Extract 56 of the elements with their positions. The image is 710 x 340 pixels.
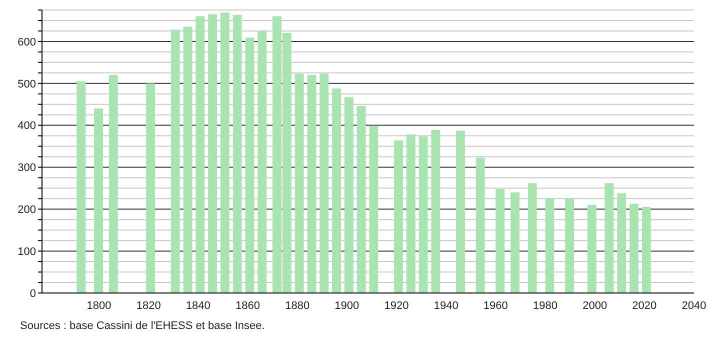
x-tick-label: 1820 [136, 300, 161, 312]
bar [642, 207, 651, 293]
x-tick-label: 2000 [582, 300, 608, 312]
bar [208, 14, 218, 293]
bar [394, 140, 403, 293]
bar [332, 88, 341, 293]
x-tick-label: 1980 [533, 300, 558, 312]
x-tick-label: 1960 [483, 300, 508, 312]
x-tick-label: 2040 [682, 300, 706, 312]
bar [183, 26, 192, 293]
bar [587, 204, 596, 293]
bar [245, 38, 254, 293]
bar [369, 126, 378, 293]
bar [146, 83, 156, 293]
bar [456, 130, 465, 293]
y-tick-label: 300 [18, 162, 36, 174]
y-tick-label: 0 [30, 288, 36, 300]
bar [510, 192, 520, 293]
bar [528, 183, 537, 293]
x-tick-label: 1840 [186, 300, 210, 312]
bar [294, 74, 304, 293]
bar [630, 204, 638, 293]
bar [565, 198, 574, 293]
bar [220, 12, 230, 293]
bar [76, 81, 86, 293]
bar [476, 158, 485, 293]
bar [307, 74, 316, 293]
bar [232, 15, 242, 293]
y-tick-label: 100 [18, 246, 36, 258]
y-tick-label: 500 [18, 78, 36, 90]
bar [356, 106, 366, 293]
x-tick-label: 2020 [632, 300, 657, 312]
bar [418, 136, 428, 293]
x-tick-label: 1920 [384, 300, 409, 312]
bar [170, 30, 180, 293]
y-tick-label: 400 [18, 120, 36, 132]
bar [431, 130, 440, 293]
bar [320, 74, 329, 293]
bar [196, 16, 205, 293]
bar [496, 189, 505, 293]
bar [344, 97, 354, 293]
x-tick-label: 1800 [86, 300, 112, 312]
x-tick-label: 1940 [434, 300, 458, 312]
bar [258, 30, 267, 293]
source-note: Sources : base Cassini de l'EHESS et base Insee. [20, 320, 265, 332]
bar [604, 183, 614, 293]
x-tick-label: 1860 [236, 300, 260, 312]
x-tick-label: 1880 [285, 300, 310, 312]
bar [108, 74, 118, 293]
bar [617, 193, 626, 293]
bar [406, 134, 416, 293]
y-tick-label: 600 [18, 36, 36, 48]
bar [94, 108, 103, 293]
x-tick-label: 1900 [334, 300, 360, 312]
bar [545, 198, 554, 293]
y-tick-label: 200 [18, 204, 36, 216]
